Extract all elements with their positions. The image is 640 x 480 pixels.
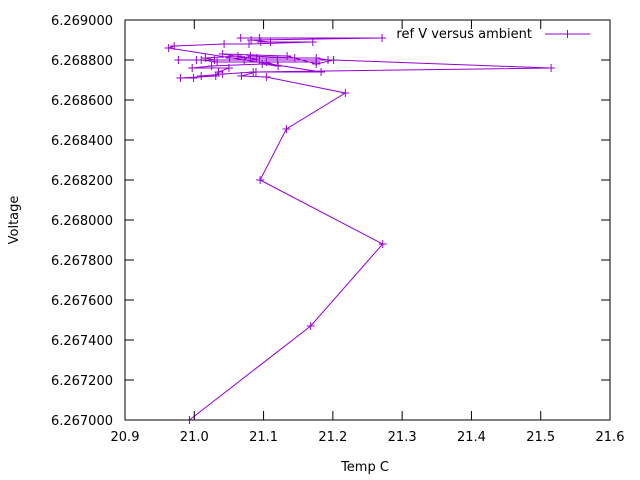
data-point <box>245 40 254 48</box>
y-tick-label: 6.267400 <box>51 334 113 349</box>
legend: ref V versus ambient <box>396 27 590 42</box>
data-point <box>236 34 245 42</box>
data-point <box>255 56 264 64</box>
data-point <box>256 38 265 46</box>
data-point <box>290 54 299 62</box>
data-point <box>283 52 292 60</box>
data-point <box>237 72 246 80</box>
legend-label: ref V versus ambient <box>396 27 532 42</box>
series-layer <box>164 34 556 424</box>
data-point <box>266 38 275 46</box>
data-point <box>233 52 242 60</box>
x-tick-label: 21.3 <box>388 430 417 445</box>
data-point <box>317 68 326 76</box>
x-axis-label: Temp C <box>340 460 389 475</box>
data-point <box>201 54 210 62</box>
data-point <box>192 56 201 64</box>
data-point <box>218 50 227 58</box>
x-tick-label: 21.4 <box>457 430 486 445</box>
legend-marker <box>563 30 572 38</box>
data-point <box>197 72 206 80</box>
x-tick-label: 21.1 <box>249 430 278 445</box>
series-line <box>168 37 552 421</box>
data-point <box>547 64 556 72</box>
x-tick-label: 20.9 <box>111 430 140 445</box>
y-tick-label: 6.267600 <box>51 294 113 309</box>
data-point <box>246 52 255 60</box>
data-point <box>273 56 282 64</box>
data-point <box>189 74 198 82</box>
data-point <box>378 34 387 42</box>
x-tick-label: 21.2 <box>318 430 347 445</box>
y-tick-label: 6.268400 <box>51 134 113 149</box>
x-tick-label: 21.5 <box>526 430 555 445</box>
ticks-layer: 20.9 21.0 21.1 21.2 21.3 21.4 21.5 21.6 6.267000… <box>51 14 625 445</box>
data-point <box>255 34 264 42</box>
data-point <box>210 56 219 64</box>
data-point <box>247 36 256 44</box>
data-point <box>312 60 321 68</box>
data-point <box>262 58 271 66</box>
data-point <box>188 64 197 72</box>
data-point <box>249 68 258 76</box>
data-point <box>274 62 283 70</box>
data-point <box>240 56 249 64</box>
y-axis-label: Voltage <box>7 196 22 245</box>
data-point <box>282 125 291 133</box>
data-point <box>174 56 183 64</box>
data-point <box>341 89 350 97</box>
y-tick-label: 6.268200 <box>51 174 113 189</box>
data-point <box>329 56 338 64</box>
data-point <box>214 68 223 76</box>
data-point <box>262 73 271 81</box>
data-point <box>164 44 173 52</box>
data-point <box>225 54 234 62</box>
y-tick-label: 6.267200 <box>51 374 113 389</box>
x-tick-label: 21.0 <box>180 430 209 445</box>
x-tick-label: 21.6 <box>596 430 625 445</box>
data-point <box>306 322 315 330</box>
data-point <box>220 40 229 48</box>
data-point <box>176 74 185 82</box>
data-point <box>308 38 317 46</box>
data-point <box>224 64 233 72</box>
y-tick-label: 6.268600 <box>51 94 113 109</box>
y-tick-label: 6.267000 <box>51 414 113 429</box>
data-point <box>256 176 265 184</box>
plot-frame <box>124 19 611 421</box>
y-tick-label: 6.268000 <box>51 214 113 229</box>
data-point <box>218 70 227 78</box>
data-point <box>170 42 179 50</box>
y-tick-label: 6.269000 <box>51 14 113 29</box>
data-point <box>378 240 387 248</box>
y-tick-label: 6.268800 <box>51 54 113 69</box>
y-tick-label: 6.267800 <box>51 254 113 269</box>
data-point <box>207 62 216 70</box>
